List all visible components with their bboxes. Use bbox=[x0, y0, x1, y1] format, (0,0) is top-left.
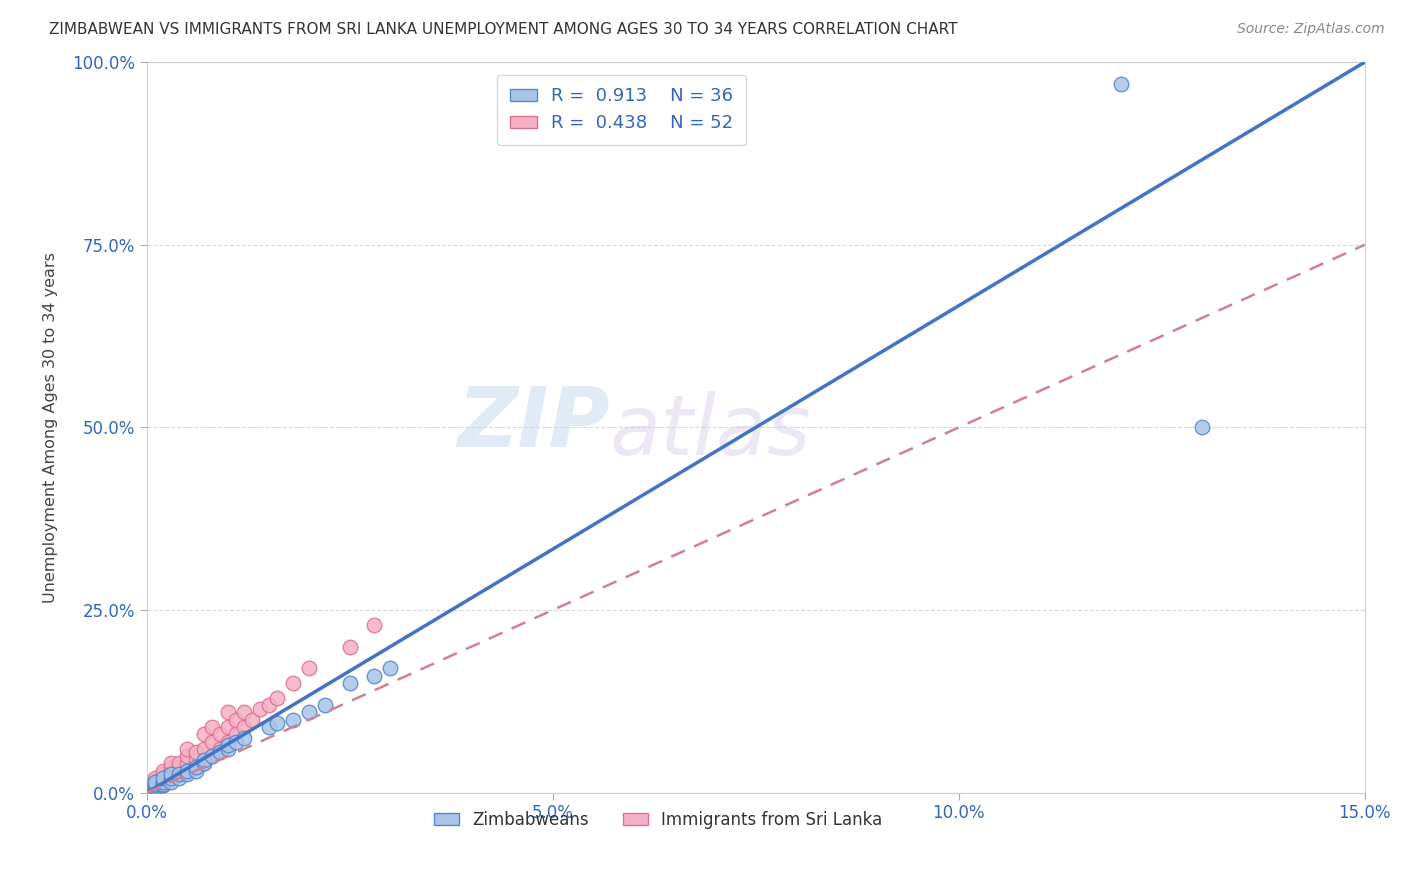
Point bbox=[339, 640, 361, 654]
Point bbox=[169, 760, 191, 774]
Point bbox=[193, 756, 215, 771]
Point bbox=[169, 771, 191, 785]
Point bbox=[176, 756, 198, 771]
Point bbox=[266, 690, 288, 705]
Point bbox=[225, 734, 247, 748]
Point bbox=[160, 774, 183, 789]
Point bbox=[152, 767, 174, 781]
Point bbox=[184, 760, 207, 774]
Point bbox=[152, 772, 174, 787]
Point bbox=[217, 734, 239, 748]
Point bbox=[169, 767, 191, 781]
Point bbox=[152, 771, 174, 785]
Point bbox=[176, 764, 198, 778]
Point bbox=[314, 698, 336, 712]
Text: atlas: atlas bbox=[610, 391, 811, 472]
Point bbox=[1109, 77, 1132, 91]
Point bbox=[160, 760, 183, 774]
Point bbox=[152, 777, 174, 791]
Point bbox=[298, 706, 321, 720]
Point bbox=[193, 753, 215, 767]
Point bbox=[152, 774, 174, 789]
Point bbox=[281, 676, 304, 690]
Point bbox=[160, 764, 183, 778]
Point bbox=[169, 767, 191, 781]
Point bbox=[184, 746, 207, 760]
Point bbox=[208, 727, 231, 741]
Text: Source: ZipAtlas.com: Source: ZipAtlas.com bbox=[1237, 22, 1385, 37]
Point bbox=[339, 676, 361, 690]
Point bbox=[169, 764, 191, 778]
Point bbox=[160, 771, 183, 785]
Point bbox=[143, 777, 166, 791]
Point bbox=[363, 617, 385, 632]
Point bbox=[298, 661, 321, 675]
Point bbox=[143, 777, 166, 791]
Point bbox=[160, 756, 183, 771]
Point bbox=[201, 720, 224, 734]
Point bbox=[184, 764, 207, 778]
Point bbox=[152, 770, 174, 784]
Point bbox=[257, 720, 280, 734]
Text: ZIMBABWEAN VS IMMIGRANTS FROM SRI LANKA UNEMPLOYMENT AMONG AGES 30 TO 34 YEARS C: ZIMBABWEAN VS IMMIGRANTS FROM SRI LANKA … bbox=[49, 22, 957, 37]
Point bbox=[143, 782, 166, 797]
Point bbox=[143, 778, 166, 792]
Point bbox=[217, 706, 239, 720]
Point bbox=[152, 774, 174, 789]
Point bbox=[225, 727, 247, 741]
Point bbox=[152, 778, 174, 792]
Point bbox=[233, 731, 256, 745]
Point bbox=[143, 782, 166, 797]
Point bbox=[217, 741, 239, 756]
Text: ZIP: ZIP bbox=[457, 384, 610, 464]
Point bbox=[240, 713, 263, 727]
Legend: Zimbabweans, Immigrants from Sri Lanka: Zimbabweans, Immigrants from Sri Lanka bbox=[427, 804, 889, 836]
Point bbox=[363, 669, 385, 683]
Point bbox=[217, 738, 239, 752]
Point bbox=[160, 771, 183, 785]
Point bbox=[176, 741, 198, 756]
Point bbox=[249, 701, 271, 715]
Point bbox=[266, 716, 288, 731]
Point bbox=[176, 749, 198, 764]
Point bbox=[143, 780, 166, 794]
Point bbox=[143, 772, 166, 787]
Point bbox=[201, 734, 224, 748]
Point bbox=[380, 661, 402, 675]
Point bbox=[169, 756, 191, 771]
Point bbox=[152, 764, 174, 778]
Point bbox=[208, 746, 231, 760]
Point bbox=[217, 720, 239, 734]
Point bbox=[201, 749, 224, 764]
Point bbox=[281, 713, 304, 727]
Point bbox=[143, 774, 166, 789]
Point bbox=[152, 778, 174, 792]
Point bbox=[143, 771, 166, 785]
Point bbox=[193, 741, 215, 756]
Point bbox=[201, 749, 224, 764]
Point bbox=[1191, 420, 1213, 434]
Point bbox=[225, 713, 247, 727]
Point bbox=[143, 780, 166, 794]
Point bbox=[193, 756, 215, 771]
Point bbox=[233, 720, 256, 734]
Point bbox=[160, 767, 183, 781]
Point bbox=[160, 767, 183, 781]
Point bbox=[257, 698, 280, 712]
Point bbox=[143, 774, 166, 789]
Point bbox=[193, 727, 215, 741]
Point bbox=[184, 760, 207, 774]
Point bbox=[184, 753, 207, 767]
Point bbox=[208, 741, 231, 756]
Point bbox=[176, 767, 198, 781]
Point bbox=[143, 778, 166, 792]
Y-axis label: Unemployment Among Ages 30 to 34 years: Unemployment Among Ages 30 to 34 years bbox=[44, 252, 58, 603]
Point bbox=[233, 706, 256, 720]
Point bbox=[176, 764, 198, 778]
